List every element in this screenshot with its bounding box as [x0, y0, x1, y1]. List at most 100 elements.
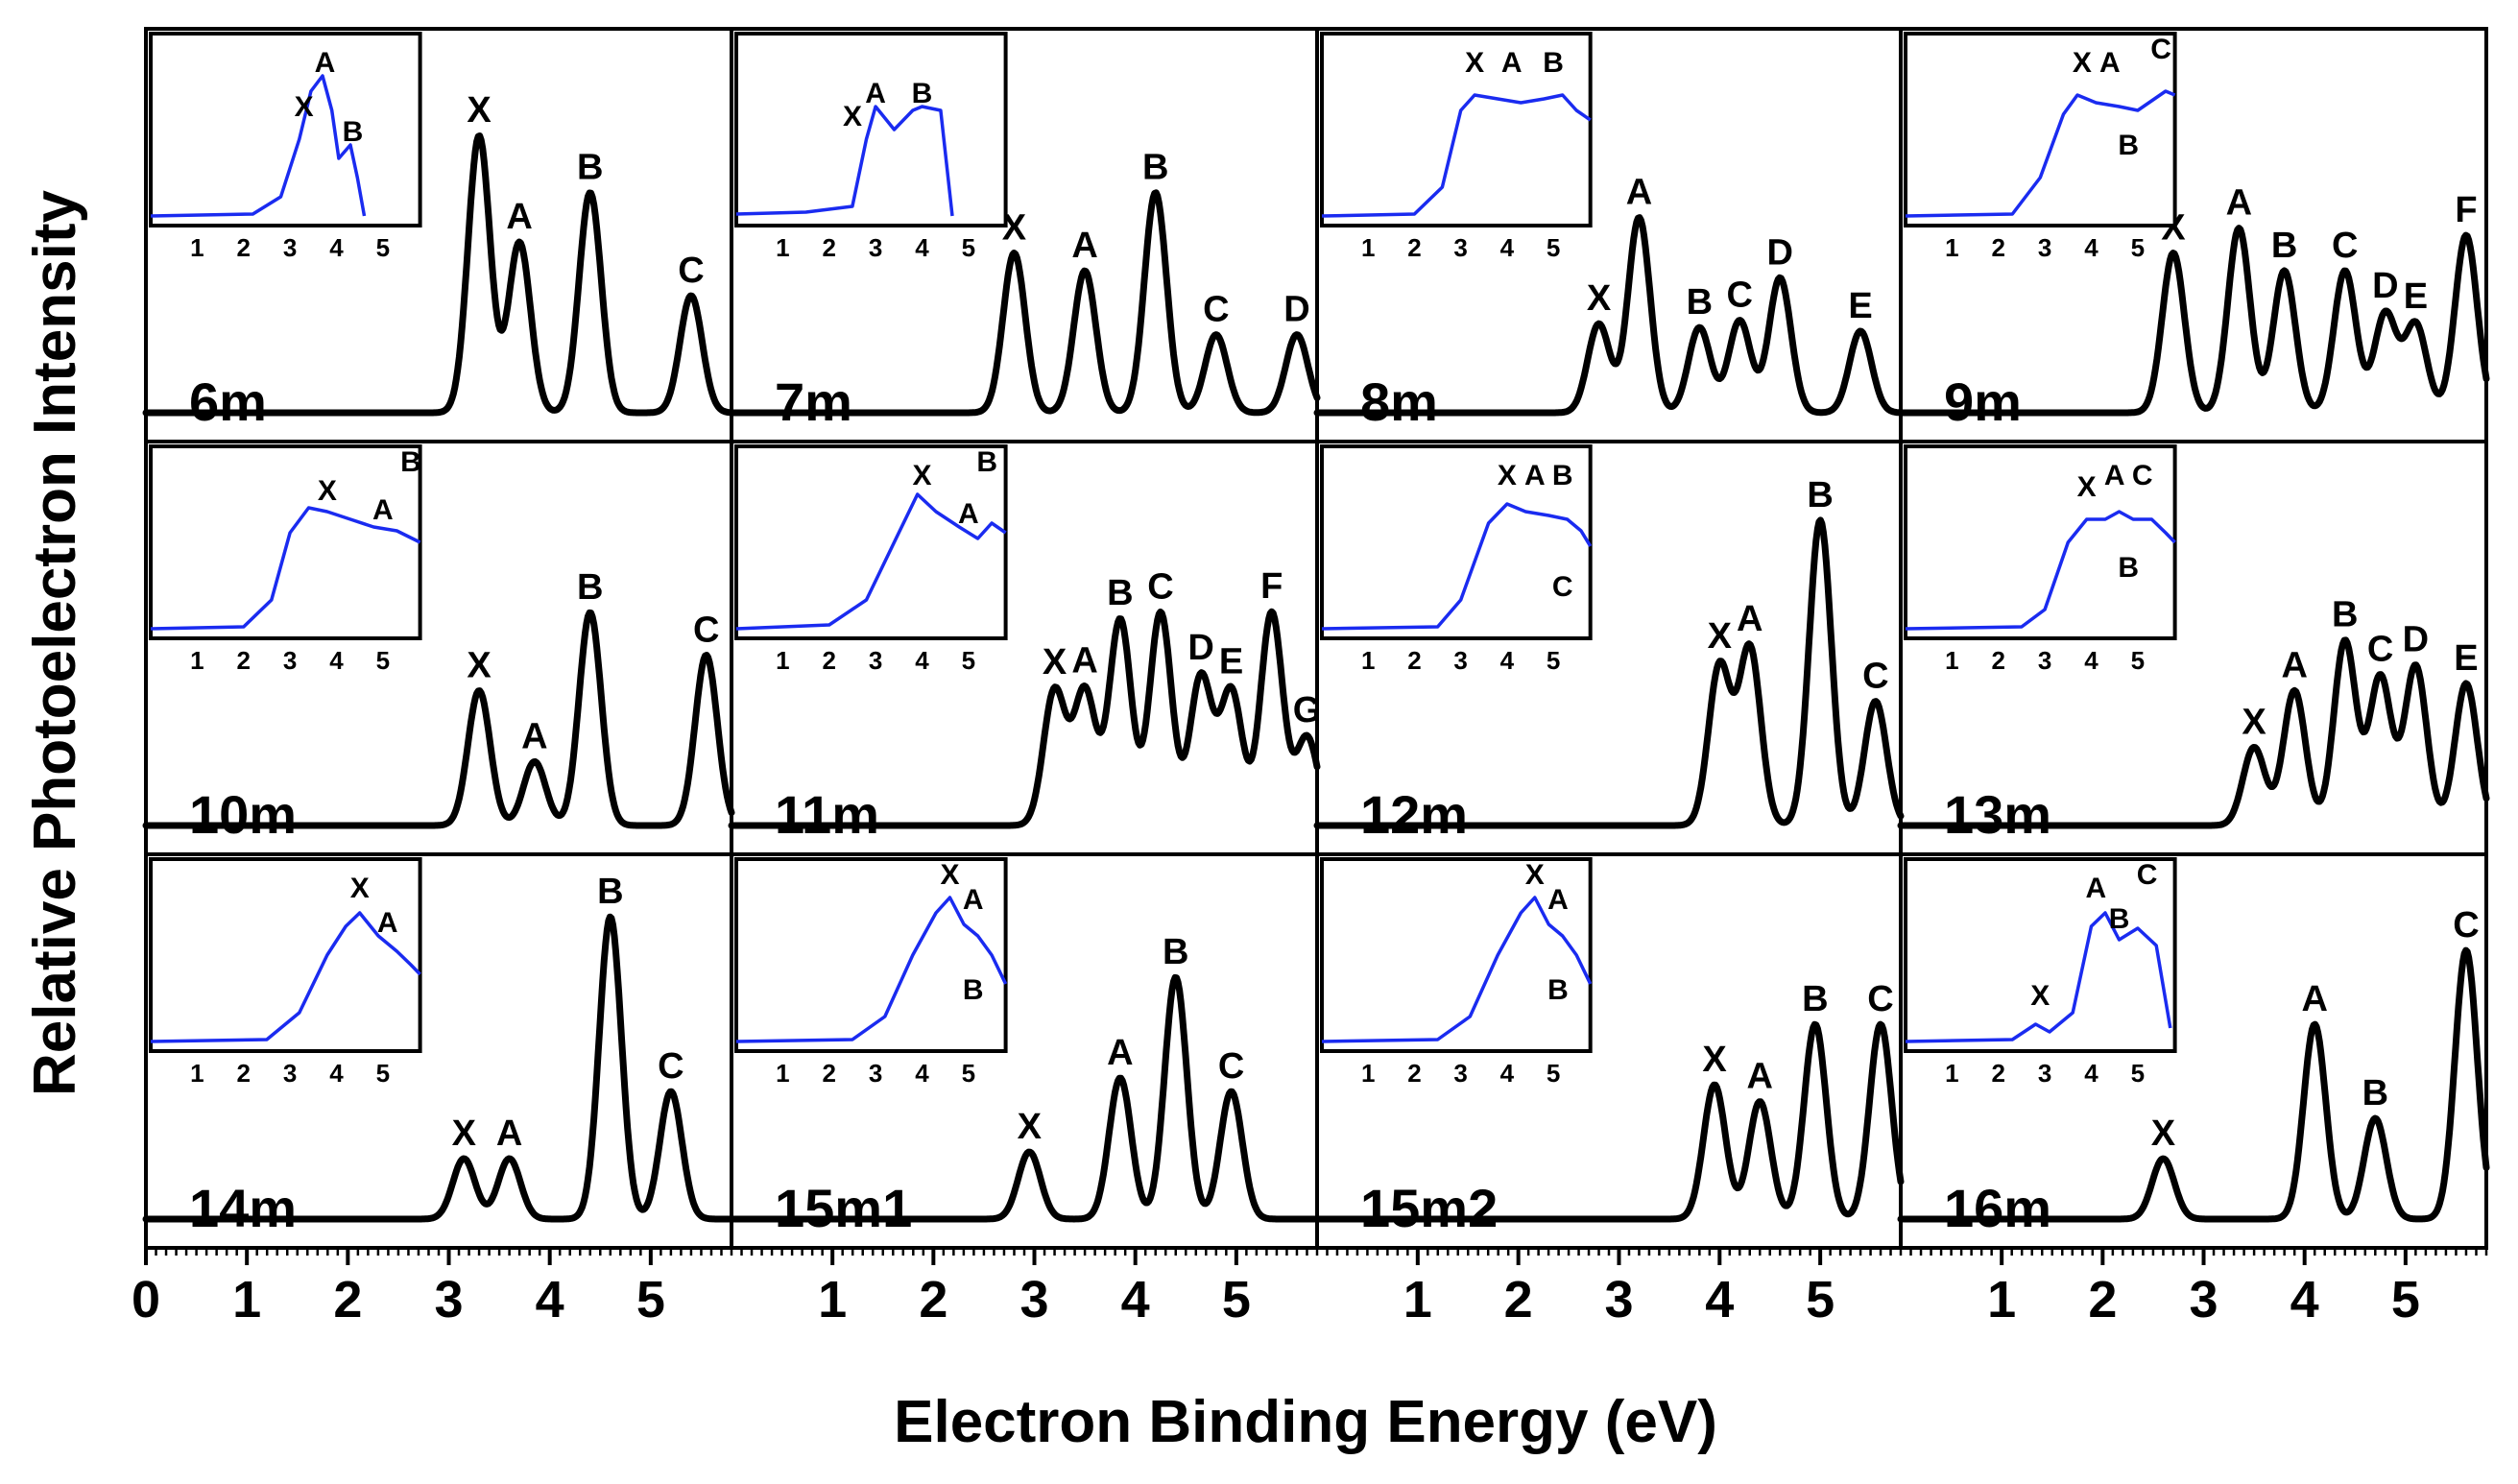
- x-tick-label: 2: [2088, 1271, 2117, 1328]
- inset-frame: [149, 444, 422, 640]
- inset-peak-label: C: [2150, 34, 2171, 65]
- inset-tick-label: 1: [1945, 233, 1958, 262]
- x-tick-label: 1: [1403, 1271, 1432, 1328]
- panel-label: 9m: [1944, 371, 2022, 432]
- inset-peak-label: A: [865, 78, 886, 109]
- peak-label: X: [2151, 1113, 2176, 1154]
- inset-tick-label: 1: [190, 1059, 204, 1088]
- inset-peak-label: C: [2132, 460, 2153, 491]
- peak-label: B: [1142, 148, 1168, 188]
- inset-tick-label: 4: [329, 1059, 344, 1088]
- inset-tick-label: 3: [1453, 646, 1467, 675]
- panel-label: 10m: [189, 784, 297, 845]
- peak-label: B: [2332, 595, 2358, 635]
- peak-label: C: [1218, 1046, 1244, 1087]
- inset-peak-label: A: [2086, 873, 2107, 904]
- inset-tick-label: 2: [237, 1059, 251, 1088]
- panel-label: 15m2: [1360, 1178, 1498, 1238]
- inset-peak-label: X: [1498, 460, 1517, 491]
- inset-frame: [149, 857, 422, 1053]
- x-tick-label: 5: [1222, 1271, 1251, 1328]
- peak-label: A: [1747, 1056, 1773, 1096]
- peak-label: E: [1848, 286, 1872, 326]
- inset-peak-label: X: [318, 475, 337, 507]
- panel-label: 16m: [1944, 1178, 2051, 1238]
- inset-tick-label: 2: [1992, 646, 2005, 675]
- inset-peak-label: B: [976, 446, 997, 478]
- inset-peak-label: A: [963, 884, 984, 916]
- inset-spectrum-line: [1905, 89, 2176, 218]
- inset-tick-label: 4: [1500, 646, 1515, 675]
- inset-tick-label: 3: [2038, 1059, 2051, 1088]
- peak-label: F: [1260, 566, 1283, 607]
- inset-spectrum-line: [1321, 502, 1593, 631]
- inset-tick-label: 3: [283, 233, 297, 262]
- inset-frame: [1320, 444, 1593, 640]
- inset-tick-label: 5: [376, 646, 390, 675]
- inset-tick-label: 3: [869, 1059, 882, 1088]
- panel-label: 14m: [189, 1178, 297, 1238]
- peak-label: X: [467, 645, 492, 685]
- panel-label: 12m: [1360, 784, 1468, 845]
- inset-tick-label: 5: [2131, 233, 2145, 262]
- x-tick-label: 4: [1705, 1271, 1734, 1328]
- inset-tick-label: 5: [1547, 233, 1560, 262]
- x-tick-label: 1: [818, 1271, 847, 1328]
- peak-label: X: [1702, 1040, 1727, 1080]
- peak-label: C: [2453, 905, 2479, 945]
- spectrum-line: [1313, 516, 1905, 829]
- peak-label: X: [2242, 702, 2266, 742]
- x-tick-label: 3: [434, 1271, 463, 1328]
- peak-label: C: [693, 610, 719, 650]
- inset-tick-label: 3: [283, 1059, 297, 1088]
- inset-spectrum-line: [1321, 93, 1592, 218]
- x-tick-label: 2: [919, 1271, 947, 1328]
- inset-peak-label: A: [377, 907, 398, 939]
- inset-tick-label: 1: [1361, 1059, 1375, 1088]
- peak-label: B: [1802, 979, 1828, 1019]
- peak-label: X: [467, 90, 492, 131]
- inset-tick-label: 2: [1407, 1059, 1421, 1088]
- peak-label: A: [496, 1113, 522, 1154]
- inset-tick-label: 2: [1992, 233, 2005, 262]
- inset-tick-label: 3: [1453, 1059, 1467, 1088]
- peak-label: B: [1687, 282, 1713, 323]
- inset-tick-label: 5: [962, 233, 975, 262]
- inset-tick-label: 4: [2084, 646, 2098, 675]
- x-tick-label: 3: [1604, 1271, 1633, 1328]
- peak-label: A: [2301, 979, 2327, 1019]
- inset-tick-label: 3: [2038, 646, 2051, 675]
- peak-label: A: [1071, 641, 1097, 682]
- inset-peak-label: X: [941, 859, 960, 891]
- inset-peak-label: A: [1524, 460, 1546, 491]
- peak-label: C: [1867, 979, 1893, 1019]
- panel-label: 7m: [775, 371, 852, 432]
- inset-peak-label: B: [1547, 974, 1569, 1006]
- inset-peak-label: A: [372, 494, 394, 526]
- spectrum-line: [728, 973, 1321, 1223]
- inset-spectrum-line: [735, 896, 1008, 1043]
- x-axis-label: Electron Binding Energy (eV): [894, 1389, 1717, 1455]
- inset-tick-label: 5: [2131, 1059, 2145, 1088]
- peak-label: X: [1043, 642, 1067, 682]
- inset-tick-label: 4: [915, 646, 929, 675]
- peak-label: A: [1107, 1033, 1133, 1073]
- peak-label: B: [577, 567, 603, 608]
- inset-tick-label: 1: [776, 233, 789, 262]
- inset-tick-label: 5: [376, 233, 390, 262]
- inset-tick-label: 2: [1992, 1059, 2005, 1088]
- inset-spectrum-line: [1905, 510, 2176, 631]
- inset-tick-label: 1: [1945, 646, 1958, 675]
- inset-tick-label: 3: [1453, 233, 1467, 262]
